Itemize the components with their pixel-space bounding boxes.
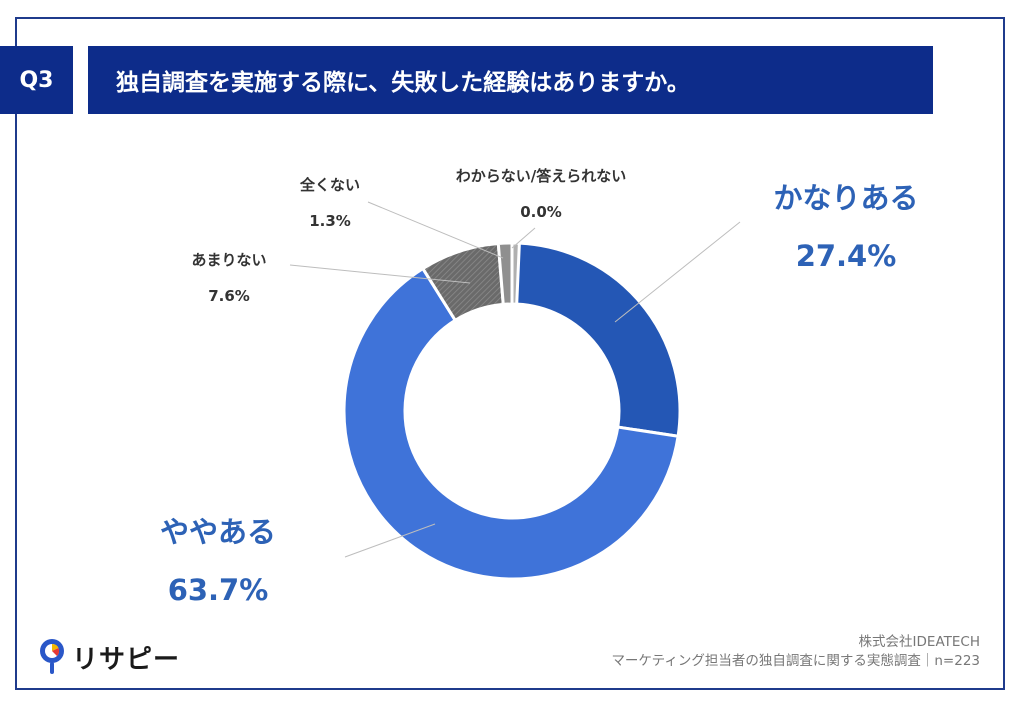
risapy-logo: リサピー <box>38 637 180 677</box>
leader-line-0 <box>614 221 741 323</box>
question-number-badge: Q3 <box>0 46 73 114</box>
footer-survey: マーケティング担当者の独自調査に関する実態調査｜n=223 <box>611 653 980 669</box>
logo-pin-icon <box>40 639 64 674</box>
leader-line-2 <box>289 264 471 284</box>
logo-text: リサピー <box>72 644 181 675</box>
footer-company: 株式会社IDEATECH <box>858 634 980 650</box>
question-number: Q3 <box>19 67 54 93</box>
leader-line-4 <box>511 227 536 249</box>
slice-label-category-2: あまりない <box>191 251 266 269</box>
donut-slice-1 <box>342 266 680 581</box>
donut-slice-0 <box>510 241 682 438</box>
slice-label-value-1: 63.7% <box>168 573 269 607</box>
question-title-bar: 独自調査を実施する際に、失敗した経験はありますか。 <box>88 46 933 114</box>
leader-line-3 <box>367 201 504 259</box>
footer: 株式会社IDEATECH マーケティング担当者の独自調査に関する実態調査｜n=2… <box>611 633 980 671</box>
slice-label-value-4: 0.0% <box>520 203 562 221</box>
slice-label-category-0: かなりある <box>773 181 918 215</box>
question-title: 独自調査を実施する際に、失敗した経験はありますか。 <box>116 70 690 96</box>
slice-label-value-0: 27.4% <box>796 239 897 273</box>
donut-slice-4 <box>510 241 521 306</box>
slice-label-category-3: 全くない <box>299 176 360 194</box>
slice-label-value-3: 1.3% <box>309 212 351 230</box>
slice-label-category-4: わからない/答えられない <box>456 167 626 185</box>
slice-label-value-2: 7.6% <box>208 287 250 305</box>
leader-line-1 <box>344 523 436 558</box>
slice-label-category-1: ややある <box>160 515 276 549</box>
